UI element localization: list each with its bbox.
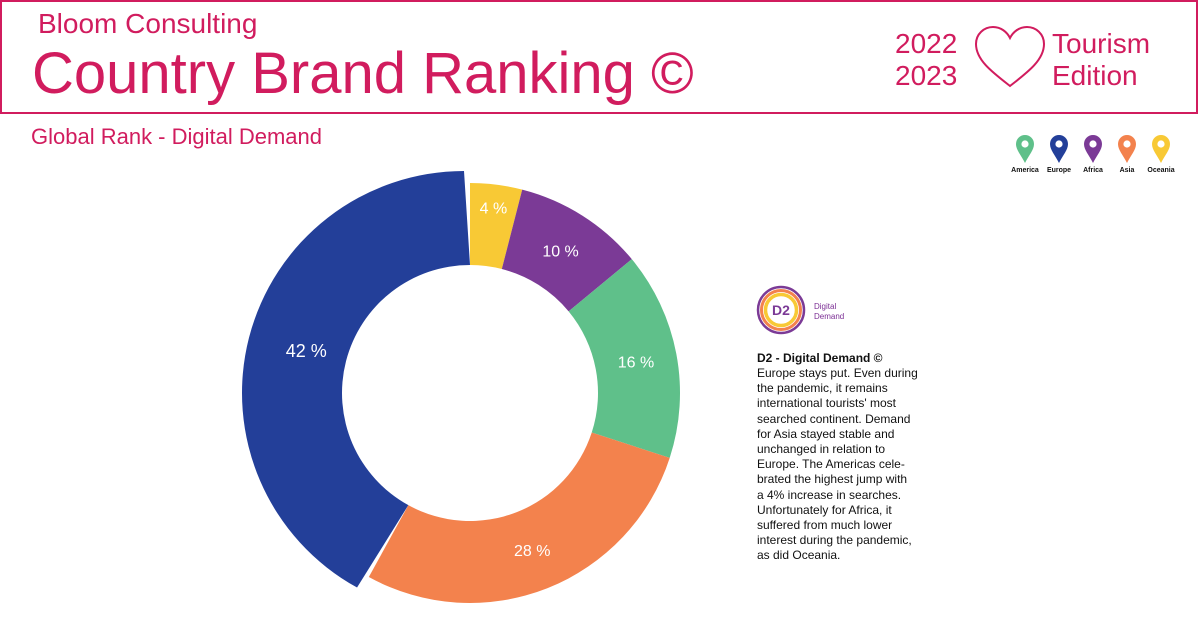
legend-label: Asia [1119,167,1135,174]
data-label-america: 16 % [618,354,654,371]
edition-line-1: Tourism [1052,28,1151,59]
map-pin-icon [1152,135,1170,163]
legend-label: Europe [1046,167,1072,174]
d2-label-line-1: Digital [814,302,837,311]
header-banner: Bloom Consulting Country Brand Ranking ©… [0,0,1198,114]
slice-america [568,259,680,458]
map-pin-icon [1118,135,1136,163]
description-line: unchanged in relation to [757,442,886,457]
description-line: international tourists' most [757,396,897,411]
slice-europe [242,171,470,588]
description-body: Europe stays put. Even during the pandemi… [757,366,957,564]
legend-label: America [1011,167,1039,174]
slice-oceania [470,183,523,270]
d2-label-line-2: Demand [814,312,845,321]
data-label-africa: 10 % [542,243,578,260]
chart-subtitle: Global Rank - Digital Demand [31,124,323,149]
description-line: as did Oceania. [757,548,841,563]
slice-africa [501,189,632,312]
data-label-asia: 28 % [514,543,550,560]
year-end: 2023 [895,60,958,91]
d2-logo: D2 [756,285,806,335]
legend-label: Oceania [1147,167,1175,174]
description-title: D2 - Digital Demand © [757,351,883,365]
legend-label: Africa [1083,167,1103,174]
slice-asia [368,432,670,603]
d2-logo-label: Digital Demand [814,302,844,322]
d2-logo-text: D2 [772,302,790,318]
description-line: a 4% increase in searches. [757,487,902,502]
data-label-europe: 42 % [286,341,327,361]
description-line: Unfortunately for Africa, it [757,502,892,517]
map-pin-icon [1050,135,1068,163]
description-line: Europe. The Americas cele- [757,457,905,472]
description-line: suffered from much lower [757,518,893,533]
description-line: Europe stays put. Even during [757,366,918,380]
data-label-oceania: 4 % [480,200,508,217]
legend-item-europe: Europe [1042,134,1076,174]
edition-line-2: Edition [1052,60,1138,91]
legend-item-asia: Asia [1110,134,1144,174]
legend-item-oceania: Oceania [1144,134,1178,174]
edition-label: Tourism Edition [1052,28,1150,92]
description-line: for Asia stayed stable and [757,426,895,441]
description-line: the pandemic, it remains [757,381,888,396]
map-pin-icon [1016,135,1034,163]
description-line: brated the highest jump with [757,472,908,487]
year-start: 2022 [895,28,958,59]
heart-icon [974,25,1046,88]
page-title: Country Brand Ranking © [32,41,694,106]
description-line: searched continent. Demand [757,411,911,426]
legend-item-america: America [1008,134,1042,174]
donut-chart: 4 % 10 % 16 % 28 % 42 % [242,171,680,603]
chart-legend: America Europe Africa Asia Oceania [1008,134,1194,184]
brand-name: Bloom Consulting [38,8,258,39]
edition-years: 2022 2023 [895,28,957,92]
description-line: interest during the pandemic, [757,533,912,548]
map-pin-icon [1084,135,1102,163]
legend-item-africa: Africa [1076,134,1110,174]
